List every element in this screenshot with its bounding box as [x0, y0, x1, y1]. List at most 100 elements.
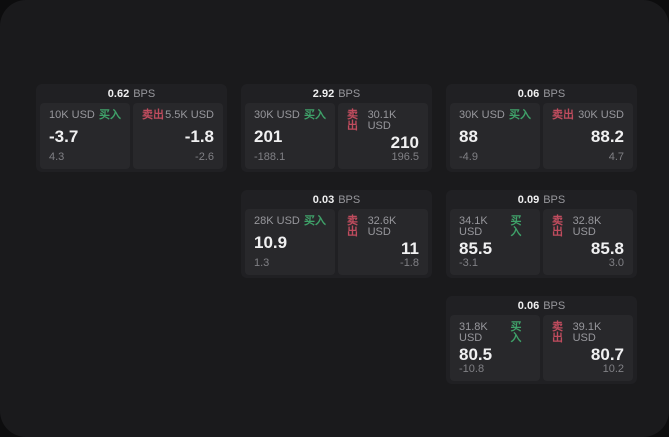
- buy-amount: 30K USD: [254, 109, 300, 121]
- sell-side-label: 卖出: [347, 215, 358, 238]
- quote-card: 2.92 BPS 30K USD 买入 201 -188.1 卖出 30.1K …: [241, 84, 432, 172]
- buy-delta: 1.3: [254, 257, 270, 269]
- buy-price: 80.5: [459, 344, 493, 364]
- quote-card: 0.03 BPS 28K USD 买入 10.9 1.3 卖出 32.6K US…: [241, 190, 432, 278]
- sell-amount: 30.1K USD: [367, 109, 397, 132]
- bps-value: 0.09: [517, 194, 540, 206]
- card-body: 34.1K USD 买入 85.5 -3.1 卖出 32.8K USD 85.8…: [450, 209, 633, 275]
- card-body: 31.8K USD 买入 80.5 -10.8 卖出 39.1K USD 80.…: [450, 315, 633, 381]
- card-body: 30K USD 买入 201 -188.1 卖出 30.1K USD 210 1…: [245, 103, 428, 169]
- bps-value: 0.06: [517, 300, 540, 312]
- sell-amount: 32.6K USD: [367, 215, 397, 238]
- sell-quote-tile[interactable]: 卖出 5.5K USD -1.8 -2.6: [133, 103, 223, 169]
- buy-side-label: 买入: [510, 321, 522, 344]
- quote-card: 0.06 BPS 31.8K USD 买入 80.5 -10.8 卖出 39.1…: [446, 296, 637, 384]
- card-header: 0.06 BPS: [450, 296, 633, 315]
- buy-tile-header: 31.8K USD 买入: [459, 322, 531, 344]
- buy-price: 85.5: [459, 238, 493, 258]
- buy-side-label: 买入: [99, 109, 121, 121]
- sell-tile-header: 卖出 32.8K USD: [552, 216, 624, 238]
- buy-quote-tile[interactable]: 28K USD 买入 10.9 1.3: [245, 209, 335, 275]
- card-body: 10K USD 买入 -3.7 4.3 卖出 5.5K USD -1.8 -2.…: [40, 103, 223, 169]
- buy-price: 88: [459, 127, 478, 146]
- sell-tile-header: 卖出 39.1K USD: [552, 322, 624, 344]
- card-body: 30K USD 买入 88 -4.9 卖出 30K USD 88.2 4.7: [450, 103, 633, 169]
- sell-delta: 10.2: [602, 363, 624, 375]
- sell-price: 11: [401, 238, 419, 258]
- sell-price: 88.2: [590, 127, 624, 146]
- sell-side-label: 卖出: [142, 109, 164, 121]
- sell-tile-header: 卖出 32.6K USD: [347, 216, 419, 238]
- sell-amount: 39.1K USD: [572, 321, 602, 344]
- card-header: 2.92 BPS: [245, 84, 428, 103]
- bps-suffix-label: BPS: [338, 194, 361, 206]
- buy-tile-header: 30K USD 买入: [254, 110, 326, 121]
- sell-tile-header: 卖出 30K USD: [552, 110, 624, 121]
- quote-card: 0.62 BPS 10K USD 买入 -3.7 4.3 卖出 5.5K USD…: [36, 84, 227, 172]
- sell-quote-tile[interactable]: 卖出 32.6K USD 11 -1.8: [338, 209, 428, 275]
- card-header: 0.09 BPS: [450, 190, 633, 209]
- buy-delta: -188.1: [254, 151, 286, 163]
- sell-quote-tile[interactable]: 卖出 30K USD 88.2 4.7: [543, 103, 633, 169]
- buy-amount: 31.8K USD: [459, 321, 488, 344]
- buy-delta: -10.8: [459, 363, 485, 375]
- buy-amount: 30K USD: [459, 109, 505, 121]
- sell-amount: 5.5K USD: [165, 109, 214, 121]
- buy-quote-tile[interactable]: 31.8K USD 买入 80.5 -10.8: [450, 315, 540, 381]
- quote-card: 0.06 BPS 30K USD 买入 88 -4.9 卖出 30K USD 8…: [446, 84, 637, 172]
- buy-tile-header: 10K USD 买入: [49, 110, 121, 121]
- bps-value: 2.92: [312, 88, 335, 100]
- buy-price: 201: [254, 127, 283, 146]
- sell-side-label: 卖出: [552, 109, 574, 121]
- buy-quote-tile[interactable]: 30K USD 买入 201 -188.1: [245, 103, 335, 169]
- buy-side-label: 买入: [304, 109, 326, 121]
- bps-value: 0.03: [312, 194, 335, 206]
- sell-delta: 3.0: [608, 257, 624, 269]
- sell-price: 80.7: [590, 344, 624, 364]
- buy-price: -3.7: [49, 127, 79, 146]
- buy-quote-tile[interactable]: 34.1K USD 买入 85.5 -3.1: [450, 209, 540, 275]
- buy-delta: -4.9: [459, 151, 478, 163]
- bps-suffix-label: BPS: [543, 300, 566, 312]
- sell-delta: 196.5: [391, 151, 419, 163]
- bps-suffix-label: BPS: [543, 194, 566, 206]
- sell-side-label: 卖出: [552, 321, 563, 344]
- sell-tile-header: 卖出 30.1K USD: [347, 110, 419, 132]
- buy-amount: 28K USD: [254, 215, 300, 227]
- sell-quote-tile[interactable]: 卖出 32.8K USD 85.8 3.0: [543, 209, 633, 275]
- sell-tile-header: 卖出 5.5K USD: [142, 110, 214, 121]
- buy-quote-tile[interactable]: 30K USD 买入 88 -4.9: [450, 103, 540, 169]
- buy-amount: 10K USD: [49, 109, 95, 121]
- sell-side-label: 卖出: [552, 215, 563, 238]
- buy-price: 10.9: [254, 233, 288, 252]
- buy-amount: 34.1K USD: [459, 215, 488, 238]
- buy-side-label: 买入: [510, 215, 522, 238]
- card-header: 0.06 BPS: [450, 84, 633, 103]
- buy-side-label: 买入: [509, 109, 531, 121]
- bps-suffix-label: BPS: [133, 88, 156, 100]
- cards-grid: 0.62 BPS 10K USD 买入 -3.7 4.3 卖出 5.5K USD…: [36, 84, 637, 384]
- sell-amount: 30K USD: [578, 109, 624, 121]
- sell-delta: -2.6: [195, 151, 214, 163]
- sell-side-label: 卖出: [347, 109, 358, 132]
- buy-tile-header: 28K USD 买入: [254, 216, 326, 227]
- bps-suffix-label: BPS: [543, 88, 566, 100]
- buy-tile-header: 30K USD 买入: [459, 110, 531, 121]
- sell-quote-tile[interactable]: 卖出 30.1K USD 210 196.5: [338, 103, 428, 169]
- buy-tile-header: 34.1K USD 买入: [459, 216, 531, 238]
- buy-quote-tile[interactable]: 10K USD 买入 -3.7 4.3: [40, 103, 130, 169]
- sell-price: -1.8: [184, 127, 214, 146]
- sell-delta: 4.7: [608, 151, 624, 163]
- buy-delta: -3.1: [459, 257, 478, 269]
- card-header: 0.62 BPS: [40, 84, 223, 103]
- sell-delta: -1.8: [400, 257, 419, 269]
- bps-suffix-label: BPS: [338, 88, 361, 100]
- card-body: 28K USD 买入 10.9 1.3 卖出 32.6K USD 11 -1.8: [245, 209, 428, 275]
- quote-card: 0.09 BPS 34.1K USD 买入 85.5 -3.1 卖出 32.8K…: [446, 190, 637, 278]
- card-header: 0.03 BPS: [245, 190, 428, 209]
- sell-price: 85.8: [590, 238, 624, 258]
- sell-quote-tile[interactable]: 卖出 39.1K USD 80.7 10.2: [543, 315, 633, 381]
- buy-side-label: 买入: [304, 215, 326, 227]
- bps-value: 0.62: [107, 88, 130, 100]
